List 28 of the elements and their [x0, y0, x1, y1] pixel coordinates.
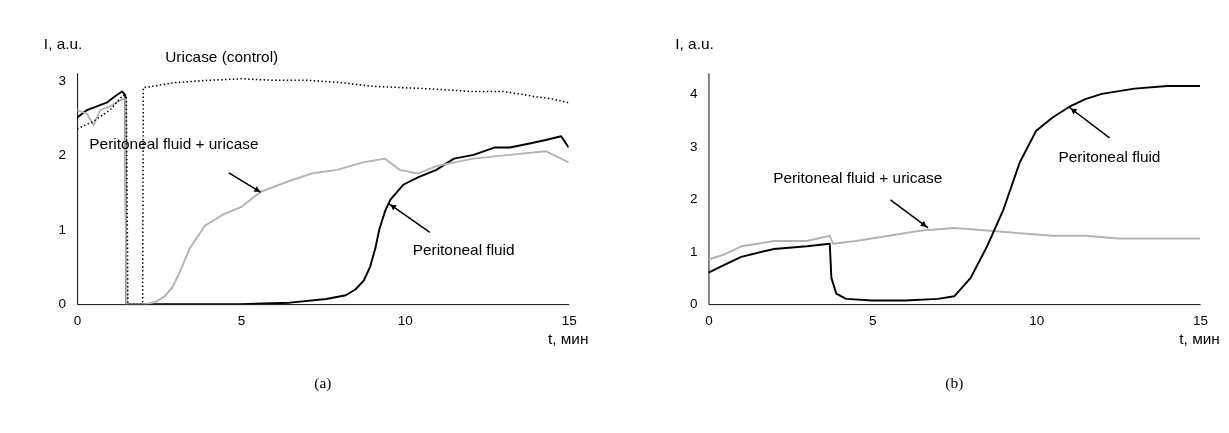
- y-tick-label: 2: [58, 147, 67, 163]
- y-axis-title: I, a.u.: [675, 35, 714, 53]
- x-tick-label: 5: [869, 312, 877, 328]
- text: (b): [945, 374, 964, 393]
- x-tick-label: 15: [561, 312, 577, 328]
- annotation: Peritoneal fluid + uricase: [773, 168, 943, 186]
- x-tick-label: 15: [1193, 312, 1209, 328]
- y-tick-label: 1: [58, 221, 67, 237]
- x-tick-label: 10: [397, 312, 413, 328]
- x-tick-label: 0: [73, 312, 82, 328]
- y-tick-label: 3: [689, 138, 698, 154]
- annotation: Peritoneal fluid: [1058, 147, 1161, 165]
- x-tick-label: 0: [705, 312, 713, 328]
- x-tick-label: 5: [237, 312, 246, 328]
- text: (a): [314, 374, 332, 393]
- y-tick-label: 0: [689, 296, 698, 312]
- series-label: Uricase (control): [165, 48, 279, 66]
- annotation: Peritoneal fluid + uricase: [89, 134, 259, 152]
- y-axis-title: I, a.u.: [43, 35, 83, 53]
- y-tick-label: 4: [689, 86, 698, 102]
- y-tick-label: 0: [58, 296, 67, 312]
- x-axis-title: t, мин: [1179, 330, 1220, 348]
- x-axis-title: t, мин: [547, 330, 589, 348]
- y-tick-label: 2: [689, 191, 698, 207]
- y-tick-label: 1: [689, 243, 698, 259]
- annotation: Peritoneal fluid: [412, 240, 515, 258]
- y-tick-label: 3: [58, 72, 67, 88]
- x-tick-label: 10: [1029, 312, 1045, 328]
